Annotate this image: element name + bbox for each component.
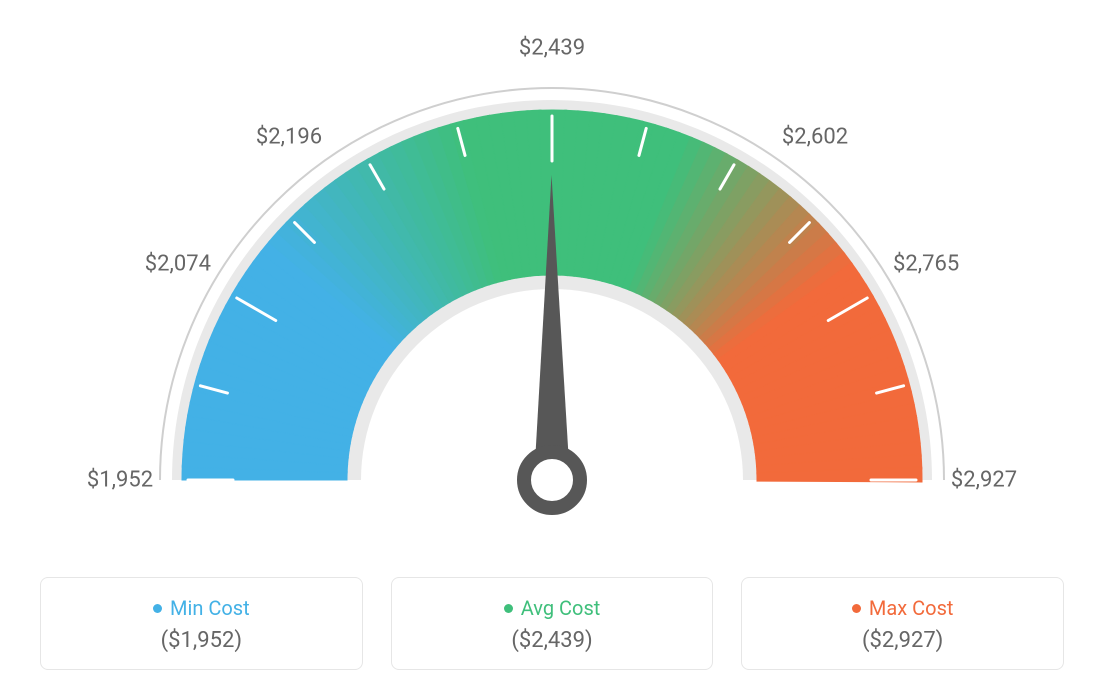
gauge-chart: $1,952 $2,074 $2,196 $2,439 $2,602 $2,765 $2,9…	[0, 0, 1104, 560]
min-cost-title: Min Cost	[51, 596, 352, 620]
max-cost-title: Max Cost	[752, 596, 1053, 620]
gauge-tick-label: $2,765	[893, 252, 959, 277]
max-dot-icon	[852, 604, 861, 613]
avg-cost-label: Avg Cost	[521, 596, 601, 620]
gauge-tick-label: $1,952	[87, 468, 153, 493]
max-cost-card: Max Cost ($2,927)	[741, 577, 1064, 670]
avg-cost-card: Avg Cost ($2,439)	[391, 577, 714, 670]
summary-cards: Min Cost ($1,952) Avg Cost ($2,439) Max …	[40, 577, 1064, 670]
max-cost-value: ($2,927)	[752, 628, 1053, 653]
min-dot-icon	[153, 604, 162, 613]
max-cost-label: Max Cost	[869, 596, 954, 620]
gauge-tick-label: $2,196	[256, 125, 322, 150]
min-cost-label: Min Cost	[170, 596, 250, 620]
gauge-tick-label: $2,074	[145, 252, 211, 277]
avg-cost-value: ($2,439)	[402, 628, 703, 653]
min-cost-card: Min Cost ($1,952)	[40, 577, 363, 670]
avg-cost-title: Avg Cost	[402, 596, 703, 620]
gauge-tick-label: $2,439	[519, 36, 585, 61]
gauge-tick-label: $2,602	[782, 125, 848, 150]
gauge-svg	[0, 0, 1104, 560]
gauge-tick-label: $2,927	[951, 468, 1017, 493]
avg-dot-icon	[504, 604, 513, 613]
min-cost-value: ($1,952)	[51, 628, 352, 653]
